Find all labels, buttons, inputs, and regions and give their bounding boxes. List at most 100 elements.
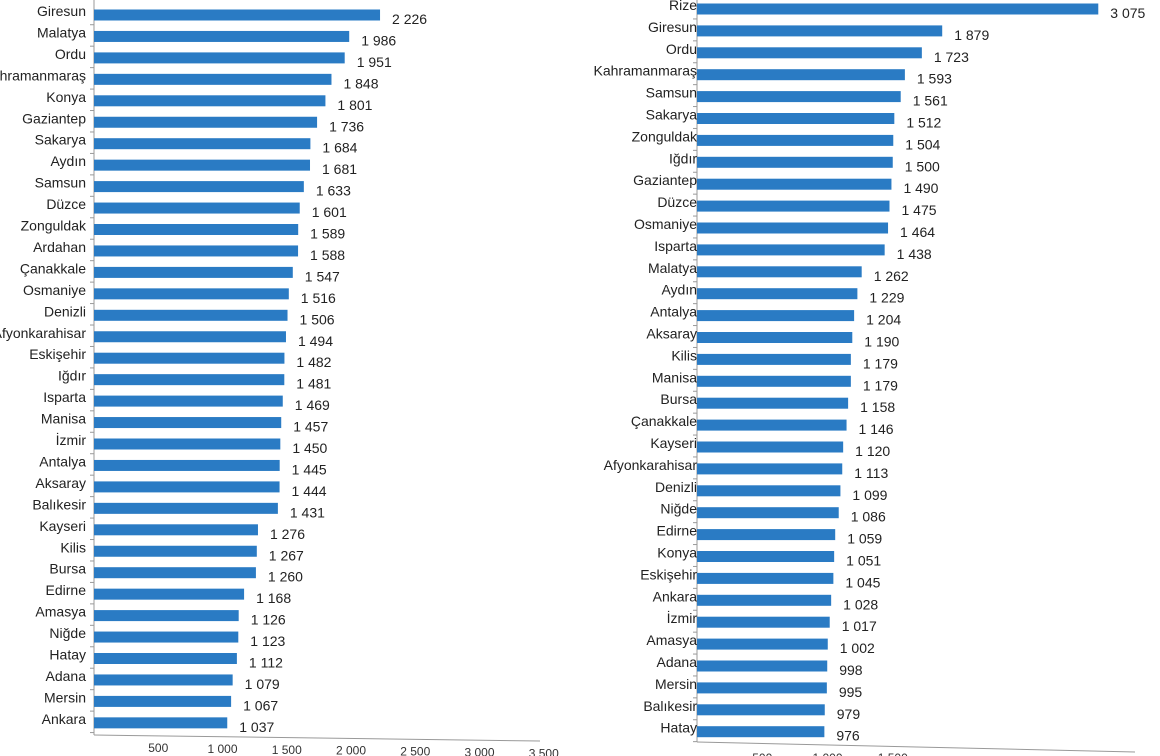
bar-Adana [697,660,828,672]
bar-value-label: 1 059 [847,531,882,547]
category-label: Manisa [41,411,86,427]
category-label: Adana [46,668,87,684]
bar-Iğdır [94,374,285,386]
bar-Ordu [94,52,345,64]
bar-Gaziantep [94,116,318,128]
category-label: Gaziantep [22,110,86,126]
bar-Aydın [94,159,311,171]
category-label: Amasya [35,604,86,620]
x-tick-label: 1 000 [812,751,842,756]
bar-value-label: 1 504 [905,136,940,152]
category-label: Amasya [646,632,697,648]
bar-value-label: 1 260 [268,569,303,585]
bar-value-label: 3 286 [528,0,563,1]
bar-Sakarya [94,138,311,150]
category-label: Konya [657,545,697,561]
x-tick-label: 2 500 [400,745,430,756]
bar-İzmir [697,616,830,628]
bar-Ardahan [94,245,299,257]
bar-value-label: 1 500 [905,158,940,174]
category-label: Afyonkarahisar [604,457,698,473]
bar-Denizli [697,485,841,497]
bar-Mersin [94,695,232,707]
category-label: Osmaniye [634,216,697,232]
category-label: Kahramanmaraş [0,67,86,83]
bar-value-label: 1 481 [296,376,331,392]
category-label: Zonguldak [21,218,87,234]
bar-value-label: 1 490 [903,180,938,196]
bar-value-label: 1 986 [361,32,396,48]
bar-Niğde [94,631,239,643]
bar-value-label: 1 879 [954,27,989,43]
x-tick-label: 500 [752,751,772,756]
bar-value-label: 1 079 [245,676,280,692]
bar-value-label: 1 229 [869,290,904,306]
bar-Malatya [697,266,862,278]
category-label: Eskişehir [640,566,697,582]
bar-Edirne [94,588,245,600]
bar-value-label: 976 [836,728,860,744]
bar-Ankara [94,717,228,729]
category-label: Aksaray [35,475,86,491]
bar-Düzce [697,200,890,212]
category-label: İzmir [56,431,87,448]
bar-value-label: 1 445 [292,461,327,477]
category-label: Malatya [648,260,697,276]
bar-Iğdır [697,156,893,168]
category-label: Rize [669,0,697,13]
bar-value-label: 1 684 [322,140,357,156]
category-label: Kahramanmaraş [594,63,698,79]
category-label: Kayseri [39,518,86,534]
bar-value-label: 1 464 [900,224,935,240]
bar-value-label: 1 450 [292,440,327,456]
bar-value-label: 1 146 [859,421,894,437]
category-label: Giresun [37,3,86,19]
bar-Çanakkale [697,419,847,431]
bar-value-label: 1 633 [316,183,351,199]
bar-value-label: 1 588 [310,247,345,263]
bar-value-label: 1 431 [290,504,325,520]
bar-Antalya [697,310,855,322]
bar-Antalya [94,459,280,471]
x-axis-line [696,741,1136,753]
bar-value-label: 1 204 [866,312,901,328]
bar-Manisa [94,417,282,429]
bar-value-label: 1 736 [329,118,364,134]
bar-value-label: 3 075 [1110,5,1145,21]
bar-value-label: 1 681 [322,161,357,177]
bar-Giresun [697,25,943,37]
bar-value-label: 1 438 [897,246,932,262]
bar-Osmaniye [94,288,289,300]
category-label: Eskişehir [29,346,86,362]
category-label: Adana [657,654,698,670]
bar-Rize [697,3,1099,15]
category-label: Aydın [661,282,697,298]
bar-value-label: 1 276 [270,526,305,542]
bar-value-label: 1 444 [292,483,327,499]
bar-value-label: 1 561 [913,93,948,109]
bar-Balıkesir [94,502,278,514]
bar-value-label: 1 113 [854,465,888,481]
category-label: Ordu [55,46,86,62]
bar-value-label: 1 017 [842,618,877,634]
bar-Aydın [697,288,858,300]
bar-Zonguldak [94,224,299,235]
bar-value-label: 1 002 [840,640,875,656]
category-label: Denizli [655,479,697,495]
bar-Isparta [94,395,283,407]
bar-value-label: 1 067 [243,697,278,713]
bar-value-label: 1 589 [310,226,345,242]
category-label: Afyonkarahisar [0,325,86,341]
bar-Hatay [94,653,237,664]
category-label: Samsun [35,175,86,191]
bar-value-label: 1 037 [239,719,274,735]
bar-Çanakkale [94,266,293,278]
bar-Niğde [697,507,839,519]
bar-value-label: 1 494 [298,333,333,349]
bar-Amasya [94,610,239,622]
bar-Samsun [697,91,901,103]
category-label: Balıkesir [32,496,86,512]
bar-Sakarya [697,113,895,124]
category-label: Niğde [660,501,697,517]
category-label: Düzce [46,196,86,212]
